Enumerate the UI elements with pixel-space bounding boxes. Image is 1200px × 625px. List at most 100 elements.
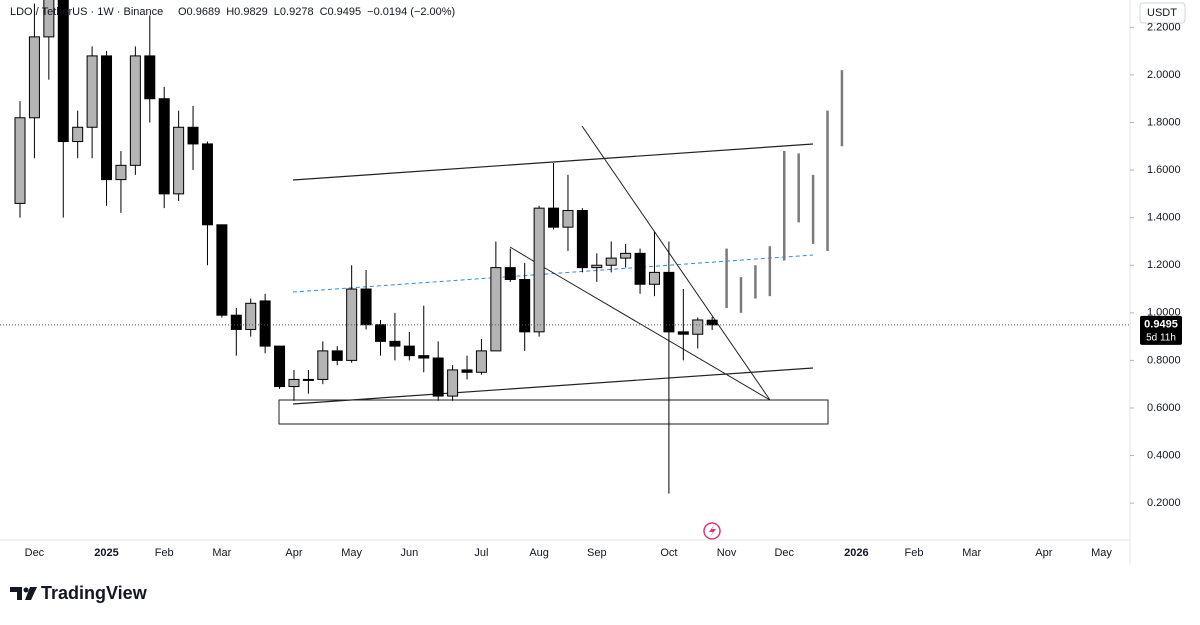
candle-body [115, 164, 127, 181]
y-tick-label: 1.6000 [1147, 164, 1181, 176]
currency[interactable]: USDT [1147, 7, 1177, 19]
candle-body [43, 0, 55, 38]
x-tick-label: 2026 [844, 547, 868, 559]
candle-body [663, 271, 675, 333]
wedge-line [581, 125, 771, 401]
candle-body [562, 210, 574, 228]
candle-body [28, 36, 40, 119]
trend-line [292, 143, 814, 181]
candle-body [576, 210, 588, 269]
legend-item: C0.9495 [320, 6, 362, 18]
candle-body [173, 126, 185, 195]
y-tick-label: 2.2000 [1147, 21, 1181, 33]
candle-body [245, 302, 257, 330]
x-tick-label: Jun [400, 547, 418, 559]
event-icon[interactable] [703, 522, 721, 540]
candle-body [187, 126, 199, 145]
support-box [278, 399, 829, 425]
y-tick-label: 1.4000 [1147, 212, 1181, 224]
candle-body [259, 300, 271, 347]
candle-body [620, 252, 632, 259]
x-tick-label: Dec [25, 547, 45, 559]
x-tick-label: Mar [212, 547, 231, 559]
candle-body [418, 355, 430, 359]
currency-button[interactable] [1139, 2, 1186, 24]
candle-body [158, 98, 170, 195]
x-tick-label: May [341, 547, 362, 559]
candle-body [317, 350, 329, 380]
last-price-label: 0.9495 [1144, 319, 1178, 331]
candle-body [302, 378, 314, 381]
candle-body [461, 369, 473, 373]
candle-body [144, 55, 156, 100]
candle-body [201, 143, 213, 226]
symbol: LDO / TetherUS · 1W · Binance [10, 6, 163, 18]
y-tick-label: 1.8000 [1147, 116, 1181, 128]
candle-body [432, 357, 444, 397]
candle-body [389, 340, 401, 347]
x-tick-label: Sep [587, 547, 607, 559]
legend-item: L0.9278 [274, 6, 314, 18]
candle-body [490, 267, 502, 352]
candle-body [101, 55, 113, 181]
candle-body [475, 350, 487, 373]
x-tick-label: Dec [774, 547, 794, 559]
x-tick-label: Feb [155, 547, 174, 559]
wedge-line [509, 246, 771, 401]
drawings [278, 125, 829, 425]
candle-body [375, 324, 386, 342]
x-tick-label: Oct [660, 547, 677, 559]
candle-body [403, 345, 415, 357]
candle-body [519, 279, 531, 333]
y-tick-label: 2.0000 [1147, 69, 1181, 81]
brand: TradingView [41, 583, 148, 603]
candle-body [274, 345, 286, 388]
candle-body [57, 0, 69, 143]
brand-logo [10, 587, 37, 600]
y-tick-label: 0.8000 [1147, 354, 1181, 366]
legend-item: O0.9689 [178, 6, 220, 18]
y-tick-label: 1.2000 [1147, 259, 1181, 271]
candle-body [504, 267, 516, 281]
y-tick-label: 1.0000 [1147, 307, 1181, 319]
event-icon [709, 525, 716, 537]
x-tick-label: Aug [529, 547, 549, 559]
x-tick-label: Apr [285, 547, 302, 559]
candle-body [692, 319, 704, 335]
candle-body [129, 55, 141, 166]
y-tick-label: 0.4000 [1147, 449, 1181, 461]
x-tick-label: Mar [962, 547, 981, 559]
candle-body [230, 314, 242, 330]
x-tick-label: Apr [1035, 547, 1052, 559]
legend-item: −0.0194 (−2.00%) [367, 6, 455, 18]
x-tick-label: Nov [717, 547, 737, 559]
candle-body [216, 224, 228, 316]
candle-body [72, 126, 84, 143]
legend-item: H0.9829 [226, 6, 268, 18]
x-tick-label: Jul [474, 547, 488, 559]
x-tick-label: Feb [905, 547, 924, 559]
last-price-tag [1140, 315, 1182, 345]
countdown: 5d 11h [1146, 332, 1176, 343]
candle-body [288, 378, 300, 388]
candle-body [648, 271, 660, 285]
candle-body [331, 350, 343, 361]
x-tick-label: 2025 [94, 547, 118, 559]
candle-body [677, 331, 689, 335]
candle-body [447, 369, 459, 397]
trend-line [292, 367, 814, 405]
x-tick-label: May [1091, 547, 1112, 559]
candle-body [86, 55, 98, 128]
y-tick-label: 0.6000 [1147, 402, 1181, 414]
candle-body [360, 288, 372, 326]
candle-body [706, 319, 718, 326]
candle-body [634, 252, 646, 285]
candle-body [14, 117, 26, 204]
candles [14, 0, 844, 494]
candle-body [605, 257, 617, 266]
candle-body [533, 207, 545, 333]
candle-body [591, 264, 603, 269]
candle-body [548, 207, 560, 228]
trend-line [292, 254, 814, 293]
